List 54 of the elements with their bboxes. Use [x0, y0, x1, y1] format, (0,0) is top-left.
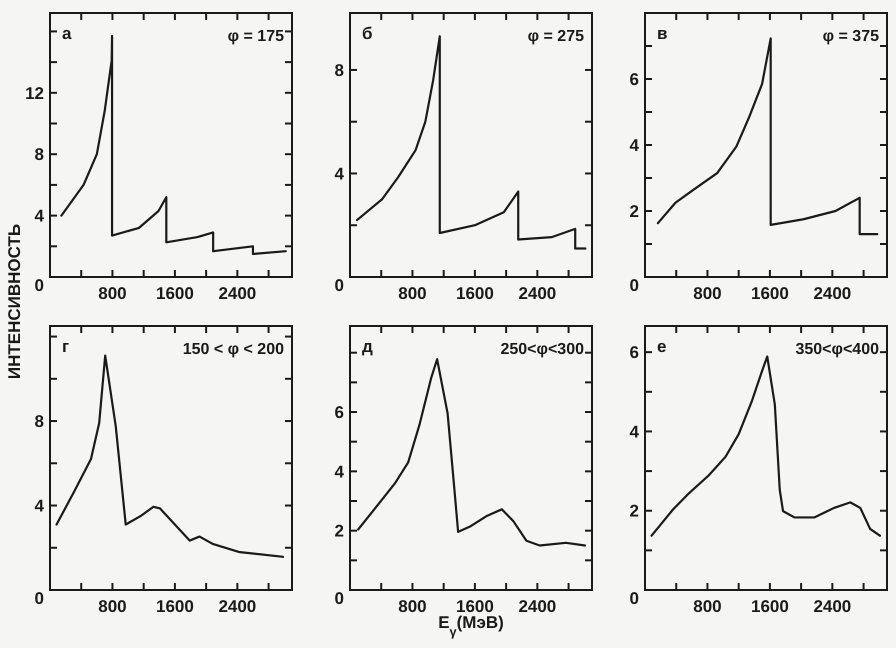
y-tick-label: 4	[334, 164, 345, 184]
x-tick-label: 800	[98, 284, 127, 303]
text: 250<φ<300	[500, 341, 584, 358]
text: 350<φ<400	[795, 341, 880, 358]
text: 150 < φ < 200	[182, 341, 284, 358]
y-tick-label: 4	[334, 462, 345, 482]
x-tick-label: 1600	[456, 284, 494, 303]
y-tick-label: 8	[34, 145, 44, 164]
x-tick-label: 1600	[456, 597, 494, 616]
y-tick-label: 4	[630, 136, 640, 155]
y-tick-label: 0	[334, 589, 344, 608]
x-tick-label: 800	[398, 597, 427, 616]
x-tick-label: 2400	[518, 597, 556, 616]
text: φ = 275	[528, 28, 584, 45]
y-tick-label: 0	[630, 589, 639, 608]
text: е	[657, 337, 666, 356]
y-tick-label: 8	[334, 60, 344, 80]
text: д	[362, 337, 373, 356]
y-tick-label: 6	[630, 70, 639, 89]
text: а	[62, 24, 72, 43]
x-tick-label: 1600	[156, 284, 194, 303]
y-tick-label: 2	[630, 202, 639, 221]
x-axis-title: E$_{γ}$(МэВ)	[438, 613, 504, 638]
x-tick-label: 2400	[518, 284, 556, 303]
x-tick-label: 800	[693, 597, 722, 616]
x-tick-label: 800	[98, 597, 127, 616]
x-tick-label: 1600	[156, 597, 194, 616]
x-tick-label: 2400	[218, 284, 256, 303]
text: φ = 375	[822, 28, 880, 45]
x-tick-label: 800	[693, 284, 722, 303]
y-tick-label: 4	[34, 496, 45, 516]
x-tick-label: 2400	[813, 284, 852, 303]
y-tick-label: 0	[334, 276, 344, 295]
x-tick-label: 800	[398, 284, 427, 303]
y-tick-label: 0	[630, 276, 639, 295]
y-tick-label: 12	[25, 84, 44, 103]
x-tick-label: 2400	[218, 597, 256, 616]
y-tick-label: 2	[630, 502, 639, 521]
x-tick-label: 2400	[813, 597, 852, 616]
y-tick-label: 8	[34, 412, 44, 432]
text: б	[362, 24, 373, 43]
x-tick-label: 1600	[750, 284, 789, 303]
y-tick-label: 6	[630, 343, 639, 362]
text: φ = 175	[228, 28, 284, 45]
text: в	[657, 24, 668, 43]
y-tick-label: 4	[34, 206, 45, 226]
text: г	[62, 337, 70, 356]
y-tick-label: 0	[34, 589, 44, 608]
y-tick-label: 2	[334, 522, 344, 541]
y-axis-title: ИНТЕНСИВНОСТЬ	[5, 224, 24, 380]
y-tick-label: 4	[630, 422, 640, 442]
y-tick-label: 6	[334, 403, 344, 422]
y-tick-label: 0	[34, 276, 44, 295]
x-tick-label: 1600	[750, 597, 789, 616]
